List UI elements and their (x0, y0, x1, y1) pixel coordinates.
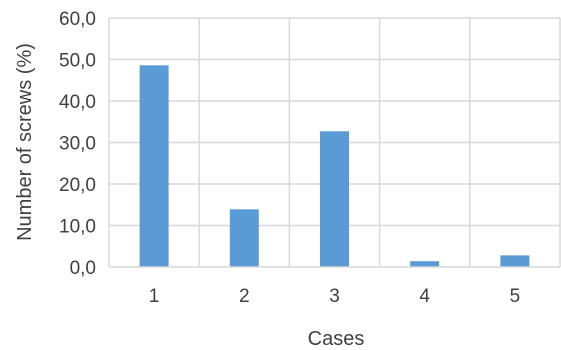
label-layer: 0,0 10,0 20,0 30,0 40,0 50,0 60,0 1 2 3 4 5 (59, 9, 520, 307)
y-tick-label: 60,0 (59, 9, 96, 30)
y-tick-label: 50,0 (59, 51, 96, 72)
y-tick-label: 40,0 (59, 92, 96, 113)
y-tick-label: 0,0 (70, 258, 96, 279)
y-tick-label: 20,0 (59, 175, 96, 196)
x-tick-label: 3 (329, 286, 340, 307)
y-tick-label: 30,0 (59, 134, 96, 155)
x-axis-title: Cases (308, 328, 365, 350)
y-axis-title: Number of screws (%) (14, 43, 36, 241)
bar-case-2 (229, 209, 259, 267)
y-tick-label: 10,0 (59, 217, 96, 238)
x-tick-label: 2 (239, 286, 250, 307)
bar-layer (139, 65, 530, 267)
grid-layer (108, 17, 561, 267)
x-tick-label: 5 (510, 286, 521, 307)
bar-case-5 (500, 255, 530, 267)
x-tick-label: 1 (149, 286, 160, 307)
bar-case-4 (410, 261, 440, 267)
x-tick-label: 4 (419, 286, 430, 307)
bar-case-3 (320, 131, 349, 267)
bar-case-1 (139, 65, 169, 267)
